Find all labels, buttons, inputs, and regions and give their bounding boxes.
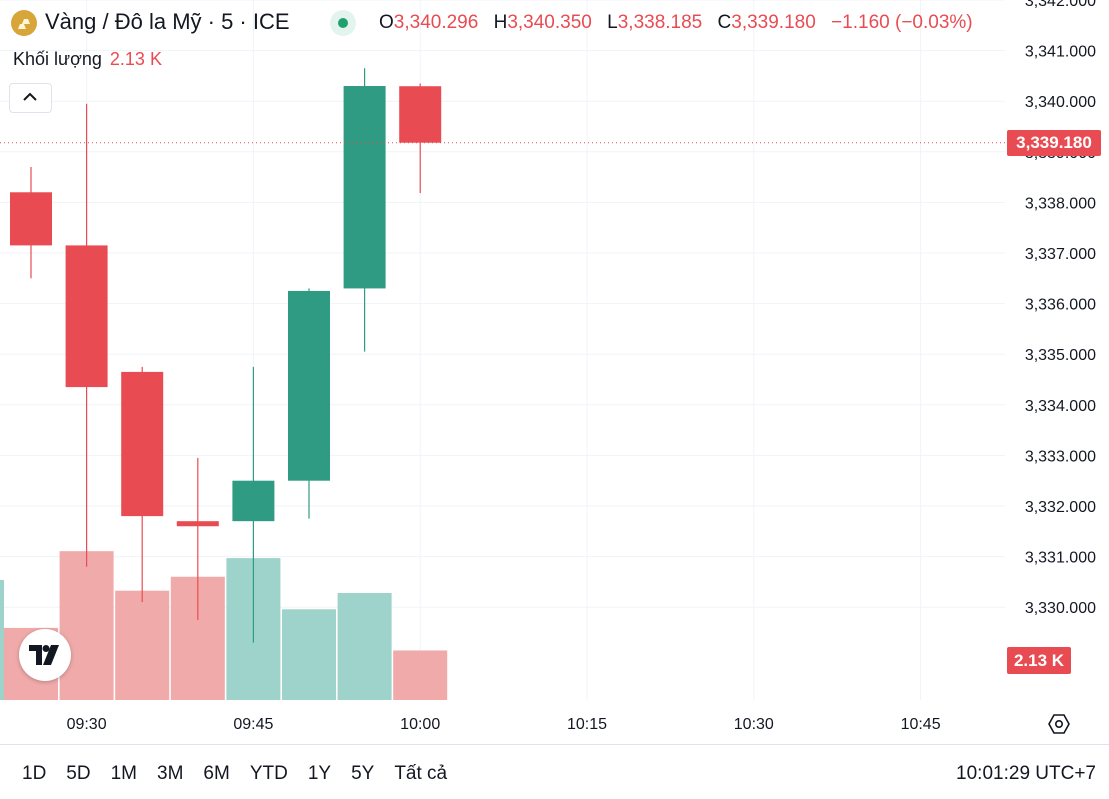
- footer-toolbar: 1D 5D 1M 3M 6M YTD 1Y 5Y Tất cả 10:01:29 UTC+7: [0, 744, 1109, 799]
- price-tick-label: 3,342.000: [1025, 0, 1096, 10]
- candle-body: [10, 192, 52, 246]
- high-label: H: [493, 12, 508, 33]
- volume-bar: [282, 609, 336, 700]
- symbol-title[interactable]: Vàng / Đô la Mỹ · 5 · ICE: [45, 9, 290, 34]
- high-value: 3,340.350: [507, 12, 592, 33]
- price-axis: 3,330.000 3,331.000 3,332.000 3,333.000 3,33…: [1025, 0, 1096, 617]
- range-button-2[interactable]: 1M: [110, 763, 137, 784]
- range-button-4[interactable]: 6M: [203, 763, 230, 784]
- low-label: L: [607, 12, 618, 33]
- candle-body: [232, 480, 275, 522]
- range-button-7[interactable]: 5Y: [351, 763, 375, 784]
- gold-symbol-icon: [11, 10, 37, 36]
- price-tick-label: 3,334.000: [1025, 398, 1096, 415]
- low-value: 3,338.185: [617, 12, 703, 33]
- time-tick-label: 10:30: [734, 716, 774, 733]
- time-axis: 09:30 09:45 10:00 10:15 10:30 10:45: [67, 716, 941, 733]
- market-status-dot-icon[interactable]: [330, 10, 356, 36]
- chevron-up-icon: [23, 92, 37, 101]
- candle-body: [65, 245, 108, 388]
- candle-layer: [10, 68, 442, 643]
- clock: 10:01:29 UTC+7: [956, 763, 1096, 784]
- chart-canvas[interactable]: 3,330.000 3,331.000 3,332.000 3,333.000 3,33…: [0, 0, 1109, 745]
- range-button-1[interactable]: 5D: [66, 763, 91, 784]
- range-button-3[interactable]: 3M: [157, 763, 184, 784]
- ohlc-values: O3,340.296 H3,340.350 L3,338.185 C3,339.…: [379, 12, 973, 34]
- volume-label: Khối lượng: [13, 49, 102, 69]
- range-button-0[interactable]: 1D: [22, 763, 47, 784]
- volume-tag: 2.13 K: [1007, 647, 1071, 674]
- volume-legend: Khối lượng 2.13 K: [13, 49, 162, 70]
- price-tick-label: 3,333.000: [1025, 448, 1096, 465]
- price-tick-label: 3,335.000: [1025, 347, 1096, 364]
- price-tick-label: 3,341.000: [1025, 44, 1096, 61]
- candle-body: [343, 86, 386, 289]
- volume-bar: [59, 551, 114, 700]
- price-tick-label: 3,337.000: [1025, 246, 1096, 263]
- price-tick-label: 3,340.000: [1025, 94, 1096, 111]
- time-tick-label: 10:00: [400, 716, 440, 733]
- volume-bar: [393, 650, 448, 700]
- candle-body: [399, 86, 442, 143]
- last-price-tag: 3,339.180: [1007, 130, 1101, 156]
- price-tick-label: 3,338.000: [1025, 195, 1096, 212]
- volume-layer: [0, 551, 448, 700]
- candle-body: [176, 521, 219, 527]
- price-tick-label: 3,332.000: [1025, 499, 1096, 516]
- range-selector: 1D 5D 1M 3M 6M YTD 1Y 5Y Tất cả: [12, 763, 457, 785]
- range-button-8[interactable]: Tất cả: [394, 763, 448, 784]
- range-button-6[interactable]: 1Y: [307, 763, 332, 784]
- volume-bar-edge: [0, 580, 4, 700]
- candle-body: [121, 371, 164, 517]
- range-button-5[interactable]: YTD: [249, 763, 288, 784]
- open-label: O: [379, 12, 394, 33]
- settings-icon[interactable]: [1047, 712, 1071, 736]
- time-tick-label: 09:45: [233, 716, 273, 733]
- tradingview-logo-icon[interactable]: [19, 629, 71, 681]
- change-value: −1.160 (−0.03%): [831, 12, 973, 33]
- time-tick-label: 09:30: [67, 716, 107, 733]
- time-tick-label: 10:45: [901, 716, 941, 733]
- close-value: 3,339.180: [731, 12, 816, 33]
- price-tick-label: 3,336.000: [1025, 297, 1096, 314]
- volume-bar: [337, 593, 392, 700]
- volume-value: 2.13 K: [109, 49, 162, 69]
- close-label: C: [717, 12, 732, 33]
- candle-body: [288, 290, 330, 481]
- price-tick-label: 3,331.000: [1025, 550, 1096, 567]
- volume-bar: [115, 590, 170, 700]
- time-tick-label: 10:15: [567, 716, 607, 733]
- chart-header: Vàng / Đô la Mỹ · 5 · ICE O3,340.296 H3,…: [0, 0, 1000, 46]
- price-tick-label: 3,330.000: [1025, 600, 1096, 617]
- open-value: 3,340.296: [393, 12, 479, 33]
- collapse-legend-button[interactable]: [9, 83, 52, 113]
